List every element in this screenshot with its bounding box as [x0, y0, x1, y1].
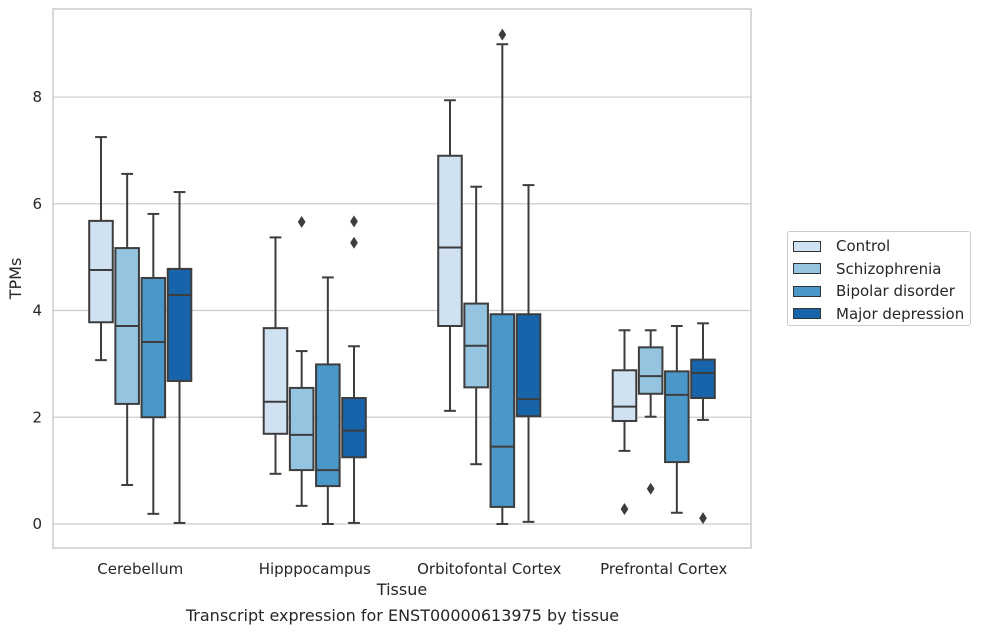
legend-swatch: [793, 240, 821, 252]
x-tick-label: Cerebellum: [97, 560, 183, 578]
box-outlier: [350, 215, 358, 228]
box-body: [637, 346, 664, 395]
legend-label: Bipolar disorder: [836, 282, 955, 301]
box-body: [690, 358, 716, 400]
box-outlier: [646, 482, 655, 495]
legend-label: Schizophrenia: [836, 259, 942, 278]
legend-swatch: [793, 308, 821, 320]
plot-frame: [52, 8, 752, 549]
box-body: [611, 369, 638, 422]
y-tick-label: 8: [32, 88, 42, 106]
box-outlier: [498, 28, 507, 41]
legend-swatch: [793, 285, 821, 297]
box-body: [262, 327, 289, 435]
legend-swatch: [793, 263, 821, 275]
legend-label: Control: [836, 237, 891, 256]
x-tick-label: Hipppocampus: [259, 560, 371, 578]
legend-item: Schizophrenia: [788, 258, 970, 281]
box-body: [88, 219, 114, 324]
box-body: [315, 363, 341, 488]
box-outlier: [350, 236, 358, 249]
box-body: [288, 386, 315, 472]
y-tick-label: 4: [32, 302, 42, 320]
box-body: [489, 313, 516, 508]
y-tick-label: 2: [32, 408, 42, 426]
y-tick-label: 6: [32, 195, 42, 213]
box-outlier: [699, 512, 707, 525]
box-body: [140, 276, 167, 419]
legend-item: Bipolar disorder: [788, 280, 970, 303]
box-body: [437, 154, 463, 327]
x-tick-label: Prefrontal Cortex: [600, 560, 727, 578]
box-body: [341, 397, 367, 459]
legend-item: Major depression: [788, 303, 970, 326]
legend-item: Control: [788, 235, 970, 258]
x-tick-label: Orbitofontal Cortex: [417, 560, 561, 578]
box-body: [664, 370, 690, 464]
x-axis-label: Tissue: [376, 580, 427, 599]
figure-caption: Transcript expression for ENST0000061397…: [185, 606, 620, 625]
y-axis-label: TPMs: [6, 258, 25, 301]
legend-label: Major depression: [836, 304, 965, 323]
box-body: [166, 267, 193, 382]
box-outlier: [297, 215, 306, 229]
chart-legend: Control Schizophrenia Bipolar disorder Majo…: [787, 231, 971, 326]
box-outlier: [620, 502, 629, 516]
box-body: [515, 313, 542, 418]
y-tick-label: 0: [32, 515, 42, 533]
